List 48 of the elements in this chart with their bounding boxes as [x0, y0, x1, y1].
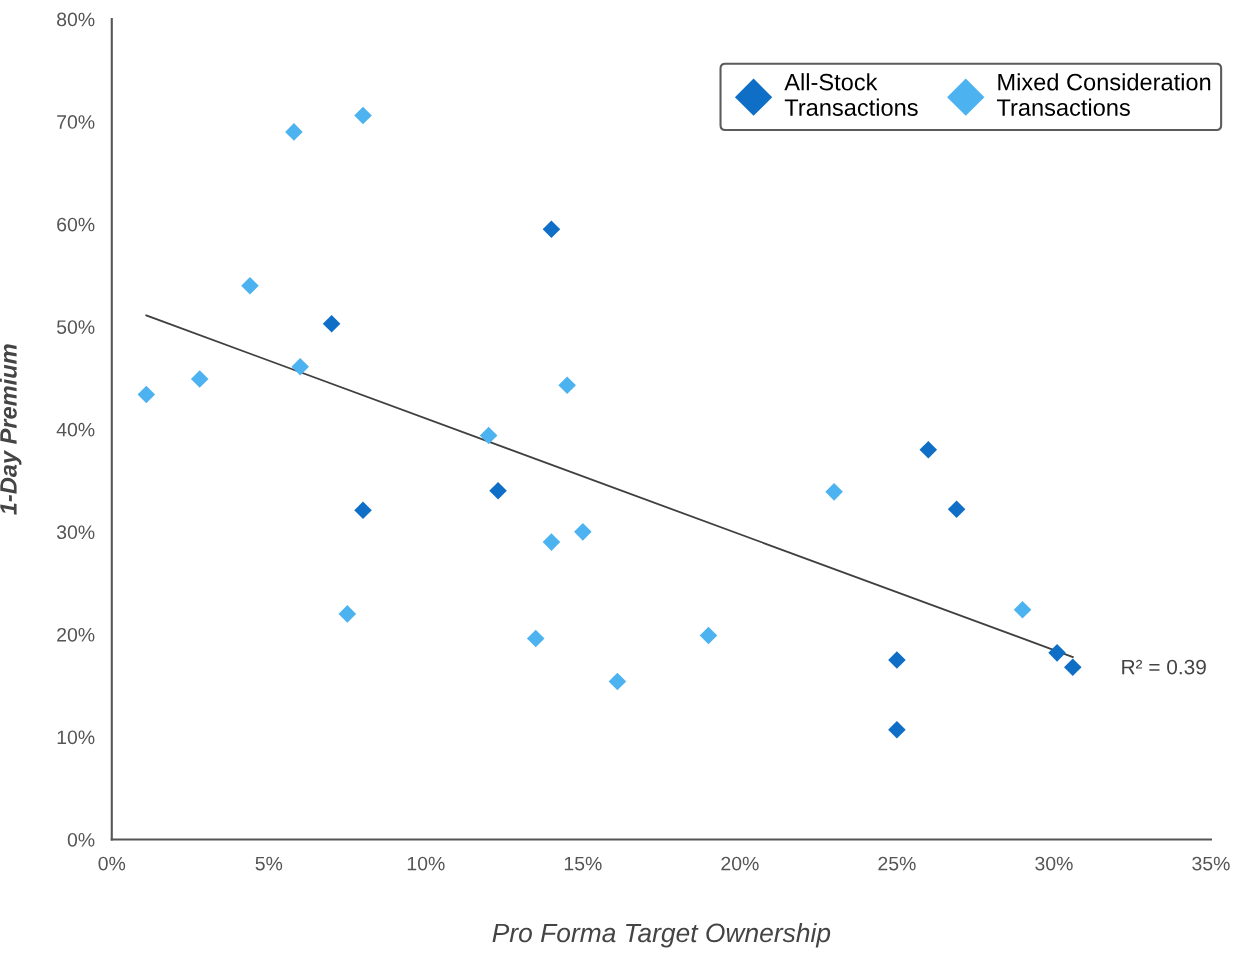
point — [137, 385, 156, 404]
point — [241, 276, 259, 295]
point — [608, 672, 627, 691]
y-tick-label: 80% — [57, 12, 95, 27]
y-tick-label: 20% — [57, 627, 95, 642]
x-tick-label: 5% — [255, 856, 283, 871]
point — [489, 482, 507, 500]
point — [825, 483, 843, 501]
x-tick-label: 30% — [1035, 856, 1073, 871]
point — [338, 605, 357, 623]
point — [558, 376, 576, 394]
point — [542, 220, 561, 239]
y-tick-label: 10% — [57, 730, 95, 745]
point — [285, 123, 303, 141]
point — [542, 533, 561, 551]
point — [1048, 644, 1066, 662]
y-tick-label: 0% — [67, 832, 95, 847]
point — [1013, 601, 1032, 619]
x-tick-label: 25% — [878, 856, 916, 871]
point — [354, 106, 372, 125]
y-tick-label: 60% — [57, 217, 95, 232]
y-tick-label: 50% — [56, 320, 95, 334]
y-tick-label: 30% — [56, 525, 95, 540]
x-tick-label: 10% — [407, 856, 445, 871]
legend-label: Mixed Consideration Transactions — [997, 73, 1211, 116]
annotation: R² = 0.39 — [1122, 659, 1206, 675]
point — [947, 500, 966, 519]
x-tick-label: 35% — [1192, 856, 1230, 871]
y-tick-label: 40% — [56, 422, 95, 437]
y-tick-label: 70% — [57, 115, 95, 129]
point — [354, 501, 372, 520]
y-axis-title: 1-Day Premium — [0, 344, 22, 515]
point — [1063, 658, 1082, 677]
point — [526, 629, 545, 648]
legend-label: All-Stock Transactions — [784, 73, 918, 116]
x-tick-label: 20% — [721, 856, 759, 871]
x-axis-title: Pro Forma Target Ownership — [492, 922, 831, 948]
x-tick-label: 15% — [564, 856, 602, 871]
point — [919, 441, 938, 459]
point — [479, 426, 498, 445]
point — [574, 523, 592, 541]
point — [699, 626, 718, 645]
x-tick-label: 0% — [98, 856, 126, 871]
point — [888, 651, 906, 669]
point — [190, 370, 209, 388]
point — [888, 721, 906, 739]
point — [291, 357, 309, 376]
point — [322, 314, 341, 333]
